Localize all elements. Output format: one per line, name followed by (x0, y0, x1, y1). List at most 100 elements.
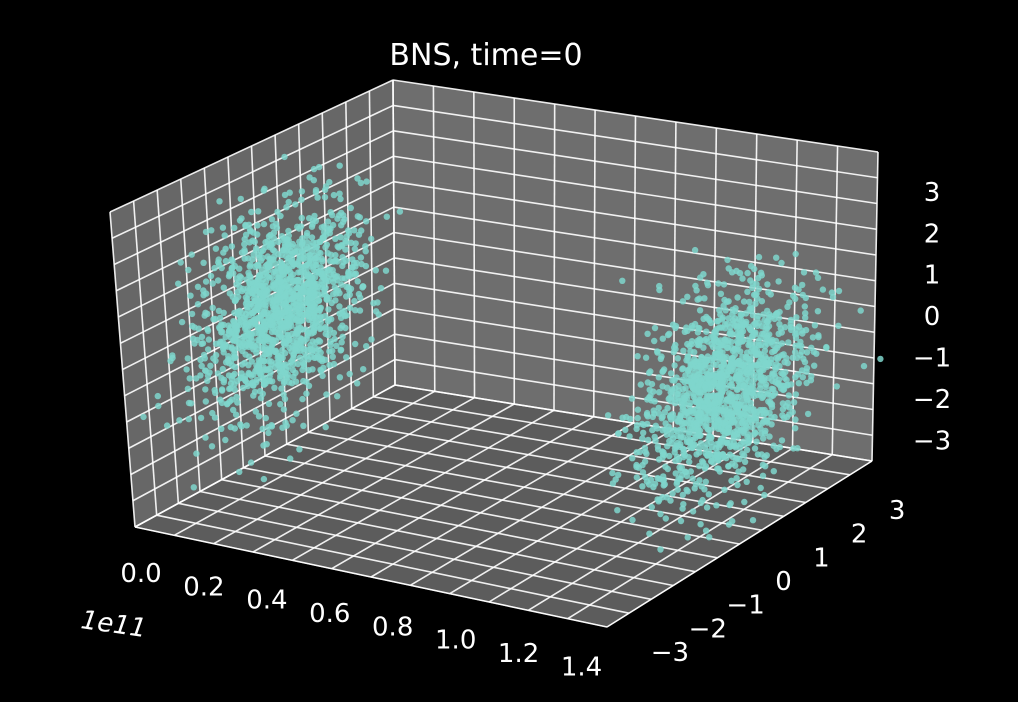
data-point (310, 165, 318, 173)
data-point (634, 353, 641, 360)
data-point (773, 254, 780, 261)
data-point (293, 307, 300, 315)
data-point (658, 415, 665, 422)
data-point (220, 349, 227, 356)
data-point (702, 478, 709, 485)
data-point (676, 426, 683, 434)
data-point (194, 301, 202, 308)
data-point (231, 262, 238, 270)
data-point (860, 362, 868, 370)
data-point (697, 499, 705, 507)
data-point (642, 354, 650, 361)
data-point (249, 256, 256, 263)
data-point (284, 320, 292, 327)
data-point (299, 317, 306, 324)
data-point (329, 353, 336, 360)
data-point (345, 230, 353, 237)
data-point (352, 307, 359, 314)
data-point (357, 254, 365, 261)
data-point (197, 372, 204, 379)
data-point (183, 366, 190, 373)
data-point (687, 416, 695, 423)
data-point (241, 241, 248, 248)
data-point (677, 412, 684, 420)
data-point (294, 223, 301, 230)
data-point (262, 244, 269, 251)
data-point (677, 432, 684, 439)
data-point (347, 204, 354, 212)
x-tick-label: 0.8 (372, 612, 413, 642)
data-point (695, 324, 702, 332)
x-tick-label: 0.6 (309, 599, 350, 629)
data-point (877, 355, 884, 363)
data-point (741, 458, 749, 465)
data-point (811, 362, 818, 369)
data-point (656, 475, 663, 482)
data-point (779, 406, 787, 413)
data-point (298, 296, 306, 303)
data-point (737, 440, 744, 448)
data-point (163, 422, 171, 429)
data-point (215, 261, 223, 268)
data-point (280, 406, 288, 413)
data-point (244, 306, 251, 314)
data-point (289, 417, 296, 424)
data-point (705, 491, 712, 498)
z-tick-label: 2 (924, 219, 941, 249)
data-point (809, 334, 817, 341)
data-point (784, 382, 791, 389)
data-point (254, 341, 261, 348)
data-point (275, 238, 282, 246)
data-point (748, 262, 755, 270)
data-point (225, 273, 233, 280)
data-point (740, 429, 747, 437)
data-point (263, 296, 270, 303)
data-point (315, 163, 323, 171)
data-point (704, 398, 711, 405)
data-point (798, 342, 805, 350)
back-grid-line (392, 79, 879, 153)
data-point (242, 294, 250, 301)
z-tick-label: −2 (913, 385, 951, 415)
data-point (753, 290, 760, 297)
data-point (334, 258, 341, 265)
data-point (277, 259, 284, 266)
data-point (333, 342, 340, 349)
data-point (338, 281, 345, 288)
data-point (716, 368, 724, 375)
data-point (313, 339, 320, 346)
data-point (759, 419, 766, 426)
data-point (298, 188, 306, 195)
data-point (671, 426, 678, 434)
data-point (792, 425, 799, 432)
data-points (140, 153, 884, 553)
data-point (761, 406, 768, 414)
data-point (280, 237, 287, 244)
data-point (719, 428, 727, 435)
data-point (267, 358, 275, 365)
data-point (281, 378, 288, 385)
data-point (216, 314, 224, 322)
data-point (679, 505, 686, 512)
data-point (706, 534, 713, 541)
data-point (679, 298, 687, 305)
data-point (279, 424, 286, 431)
data-point (639, 435, 646, 442)
data-point (650, 407, 657, 414)
data-point (277, 303, 284, 310)
data-point (303, 390, 310, 397)
data-point (639, 483, 646, 490)
data-point (308, 223, 316, 230)
data-point (255, 413, 263, 420)
data-point (332, 235, 339, 242)
data-point (786, 404, 793, 411)
data-point (738, 311, 745, 318)
axis-edge (134, 460, 873, 628)
data-point (341, 216, 348, 223)
data-point (230, 406, 237, 414)
data-point (640, 429, 647, 436)
data-point (222, 257, 230, 265)
data-point (730, 419, 738, 426)
data-point (741, 401, 748, 409)
data-point (300, 250, 307, 258)
